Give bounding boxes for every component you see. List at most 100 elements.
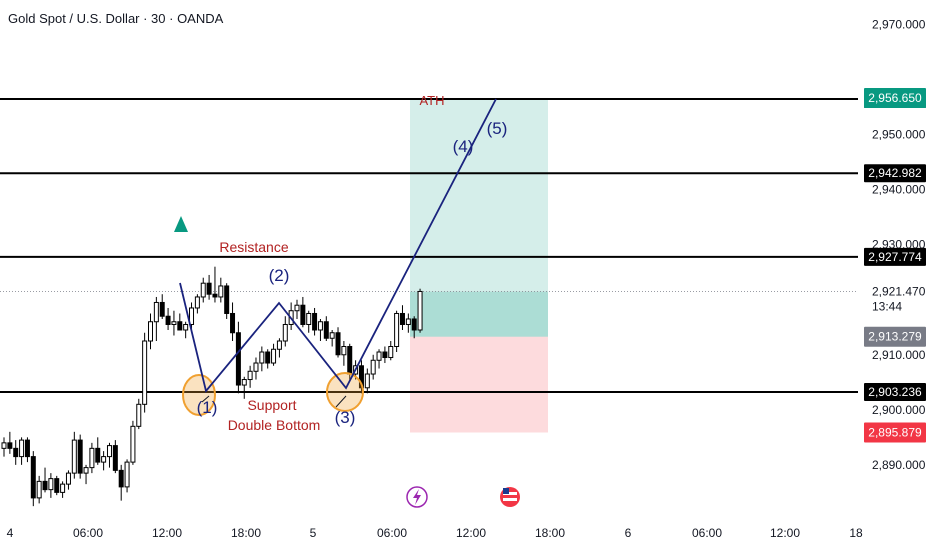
current-price-label: 2,921.470 (872, 285, 926, 299)
candle (388, 346, 394, 359)
candle (364, 373, 370, 389)
wave-label: (2) (269, 266, 290, 285)
x-tick-label: 06:00 (692, 526, 722, 540)
candle (247, 370, 253, 381)
price-tag-label: 2,913.279 (868, 330, 922, 344)
candle (271, 348, 277, 364)
price-tag (864, 383, 926, 401)
x-tick-label: 12:00 (152, 526, 182, 540)
price-tag (864, 326, 926, 347)
candle (200, 282, 206, 298)
candle (30, 456, 36, 499)
x-tick-label: 06:00 (377, 526, 407, 540)
x-tick-label: 4 (7, 526, 14, 540)
candle (101, 456, 107, 463)
candle (183, 323, 189, 331)
y-tick-label: 2,900.000 (872, 403, 926, 417)
x-tick-label: 6 (625, 526, 632, 540)
candle (212, 293, 218, 298)
candle (54, 478, 60, 493)
candle (224, 285, 230, 314)
y-tick-label: 2,890.000 (872, 458, 926, 472)
flag-stripe (503, 498, 517, 501)
candle (300, 304, 306, 325)
candle (265, 351, 271, 364)
candle (89, 447, 95, 469)
x-tick-label: 06:00 (73, 526, 103, 540)
x-tick-label: 18:00 (535, 526, 565, 540)
candle (206, 282, 212, 295)
candle (382, 351, 388, 359)
candle (13, 447, 19, 458)
wave-label: (4) (453, 137, 474, 156)
candle (370, 359, 376, 375)
x-tick-label: 12:00 (456, 526, 486, 540)
y-tick-label: 2,910.000 (872, 348, 926, 362)
double-bottom-label: Double Bottom (228, 417, 321, 433)
arrow-marker (335, 395, 347, 408)
price-tag-label: 2,942.982 (868, 166, 922, 180)
chart-title: Gold Spot / U.S. Dollar · 30 · OANDA (8, 11, 224, 26)
candle (276, 340, 282, 350)
candle (106, 445, 112, 458)
candle (347, 346, 353, 375)
candle (171, 321, 177, 325)
price-tag-label: 2,895.879 (868, 425, 922, 439)
wave-label: (3) (335, 408, 356, 427)
candle (65, 472, 71, 485)
candle (411, 318, 417, 331)
candle (323, 321, 329, 339)
candle (95, 447, 101, 463)
candle (399, 312, 405, 325)
wave-label: (5) (487, 119, 508, 138)
candle (312, 312, 318, 331)
candle (83, 467, 89, 474)
candle (329, 332, 335, 339)
candle (194, 296, 200, 309)
arrow-marker (201, 395, 210, 403)
support-label: Support (247, 397, 296, 413)
candle (405, 318, 411, 325)
price-tag-label: 2,956.650 (868, 91, 922, 105)
candle (48, 478, 54, 491)
candle (394, 312, 400, 348)
candle (165, 315, 171, 325)
candle (19, 439, 25, 458)
candle (24, 439, 30, 458)
elliott-wave-line[interactable] (179, 98, 497, 393)
buy-signal-icon (174, 216, 188, 232)
target-zone (410, 97, 548, 337)
lightning-glyph-icon (413, 489, 421, 505)
candle (124, 461, 130, 488)
candle (71, 439, 77, 474)
price-tag-label: 2,927.774 (868, 250, 922, 264)
countdown-label: 13:44 (872, 300, 902, 314)
x-tick-label: 18 (849, 526, 863, 540)
candle (253, 362, 259, 372)
double-bottom-circle-1 (182, 374, 216, 416)
candle (259, 351, 265, 364)
y-tick-label: 2,950.000 (872, 128, 926, 142)
candle (417, 290, 423, 331)
candle (189, 307, 195, 325)
candle (136, 403, 142, 427)
candle (112, 445, 118, 471)
candle (142, 340, 148, 405)
y-tick-label: 2,940.000 (872, 183, 926, 197)
candle (153, 301, 159, 323)
flag-stripe (503, 492, 517, 495)
ath-label: ATH (419, 93, 444, 108)
x-tick-label: 5 (310, 526, 317, 540)
resistance-label: Resistance (219, 239, 288, 255)
x-tick-label: 18:00 (231, 526, 261, 540)
candle (358, 365, 364, 389)
x-tick-label: 12:00 (770, 526, 800, 540)
price-tag (864, 422, 926, 443)
flag-canton (503, 488, 509, 494)
candle (376, 351, 382, 361)
current-price-tag (864, 279, 926, 316)
candle (77, 439, 83, 474)
in-profit-zone (410, 291, 548, 337)
candle (335, 332, 341, 356)
